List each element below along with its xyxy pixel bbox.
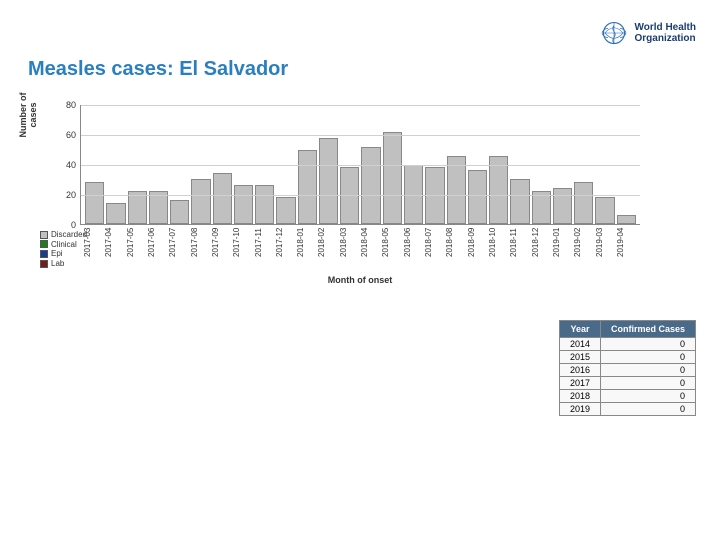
x-tick-label: 2018-04 bbox=[361, 228, 380, 270]
legend-item: Discarded bbox=[40, 230, 87, 240]
bar bbox=[191, 179, 210, 224]
x-tick-label: 2019-02 bbox=[574, 228, 593, 270]
y-axis-label: Number of cases bbox=[18, 85, 38, 145]
x-tick-label: 2018-08 bbox=[446, 228, 465, 270]
x-tick-label: 2017-12 bbox=[276, 228, 295, 270]
table-cell: 2014 bbox=[559, 338, 600, 351]
legend-item: Lab bbox=[40, 259, 87, 269]
table-cell: 0 bbox=[600, 390, 695, 403]
bar bbox=[298, 150, 317, 224]
y-tick-label: 60 bbox=[58, 130, 76, 140]
legend-item: Clinical bbox=[40, 240, 87, 250]
y-tick-label: 40 bbox=[58, 160, 76, 170]
legend-swatch-icon bbox=[40, 231, 48, 239]
bar bbox=[553, 188, 572, 224]
bar bbox=[595, 197, 614, 224]
bar bbox=[617, 215, 636, 224]
x-tick-label: 2018-03 bbox=[340, 228, 359, 270]
x-tick-label: 2019-01 bbox=[553, 228, 572, 270]
x-tick-label: 2018-11 bbox=[510, 228, 529, 270]
x-tick-label: 2017-10 bbox=[233, 228, 252, 270]
legend-swatch-icon bbox=[40, 240, 48, 248]
x-tick-label: 2017-07 bbox=[169, 228, 188, 270]
table-cell: 2016 bbox=[559, 364, 600, 377]
table-cell: 0 bbox=[600, 351, 695, 364]
page-title: Measles cases: El Salvador bbox=[28, 58, 288, 81]
legend-swatch-icon bbox=[40, 250, 48, 258]
x-tick-label: 2017-09 bbox=[212, 228, 231, 270]
table-cell: 2019 bbox=[559, 403, 600, 416]
table-cell: 2015 bbox=[559, 351, 600, 364]
bar bbox=[468, 170, 487, 224]
x-tick-label: 2018-02 bbox=[318, 228, 337, 270]
bar bbox=[276, 197, 295, 224]
bar bbox=[128, 191, 147, 224]
table-row: 20140 bbox=[559, 338, 695, 351]
x-tick-label: 2017-08 bbox=[191, 228, 210, 270]
table-row: 20170 bbox=[559, 377, 695, 390]
who-line1: World Health bbox=[635, 22, 696, 33]
x-tick-label: 2018-05 bbox=[382, 228, 401, 270]
bar bbox=[383, 132, 402, 224]
bar bbox=[319, 138, 338, 224]
gridline bbox=[81, 105, 640, 106]
bar bbox=[149, 191, 168, 224]
gridline bbox=[81, 195, 640, 196]
bar bbox=[213, 173, 232, 224]
bar bbox=[234, 185, 253, 224]
bar bbox=[170, 200, 189, 224]
table-row: 20160 bbox=[559, 364, 695, 377]
gridline bbox=[81, 165, 640, 166]
x-tick-label: 2018-10 bbox=[489, 228, 508, 270]
gridline bbox=[81, 135, 640, 136]
who-emblem-icon bbox=[599, 18, 629, 48]
bar bbox=[574, 182, 593, 224]
who-line2: Organization bbox=[635, 33, 696, 44]
table-cell: 0 bbox=[600, 403, 695, 416]
x-tick-label: 2017-05 bbox=[127, 228, 146, 270]
x-tick-label: 2018-12 bbox=[532, 228, 551, 270]
bar bbox=[532, 191, 551, 224]
bar bbox=[255, 185, 274, 224]
table-cell: 2017 bbox=[559, 377, 600, 390]
bar bbox=[361, 147, 380, 224]
y-tick-label: 0 bbox=[58, 220, 76, 230]
x-tick-labels: 2017-032017-042017-052017-062017-072017-… bbox=[84, 228, 636, 270]
bar bbox=[510, 179, 529, 224]
legend-label: Lab bbox=[51, 259, 64, 269]
table-header: Confirmed Cases bbox=[600, 321, 695, 338]
legend-label: Discarded bbox=[51, 230, 87, 240]
bar-chart: 020406080 bbox=[80, 105, 640, 225]
who-name: World Health Organization bbox=[635, 22, 696, 44]
table-row: 20150 bbox=[559, 351, 695, 364]
y-tick-label: 20 bbox=[58, 190, 76, 200]
x-tick-label: 2019-04 bbox=[617, 228, 636, 270]
legend-item: Epi bbox=[40, 249, 87, 259]
bar bbox=[106, 203, 125, 224]
confirmed-cases-table: YearConfirmed Cases 20140201502016020170… bbox=[559, 320, 696, 416]
x-tick-label: 2017-06 bbox=[148, 228, 167, 270]
table-cell: 2018 bbox=[559, 390, 600, 403]
x-axis-label: Month of onset bbox=[0, 275, 720, 285]
y-tick-label: 80 bbox=[58, 100, 76, 110]
table-header: Year bbox=[559, 321, 600, 338]
x-tick-label: 2017-04 bbox=[105, 228, 124, 270]
x-tick-label: 2018-09 bbox=[468, 228, 487, 270]
table-row: 20190 bbox=[559, 403, 695, 416]
table-cell: 0 bbox=[600, 377, 695, 390]
x-tick-label: 2019-03 bbox=[596, 228, 615, 270]
bar bbox=[85, 182, 104, 224]
x-tick-label: 2018-01 bbox=[297, 228, 316, 270]
x-tick-label: 2018-06 bbox=[404, 228, 423, 270]
chart-legend: DiscardedClinicalEpiLab bbox=[40, 230, 87, 268]
table-cell: 0 bbox=[600, 338, 695, 351]
x-tick-label: 2017-11 bbox=[255, 228, 274, 270]
table-cell: 0 bbox=[600, 364, 695, 377]
table-row: 20180 bbox=[559, 390, 695, 403]
legend-label: Clinical bbox=[51, 240, 77, 250]
legend-label: Epi bbox=[51, 249, 63, 259]
legend-swatch-icon bbox=[40, 260, 48, 268]
who-logo: World Health Organization bbox=[599, 18, 696, 48]
x-tick-label: 2018-07 bbox=[425, 228, 444, 270]
